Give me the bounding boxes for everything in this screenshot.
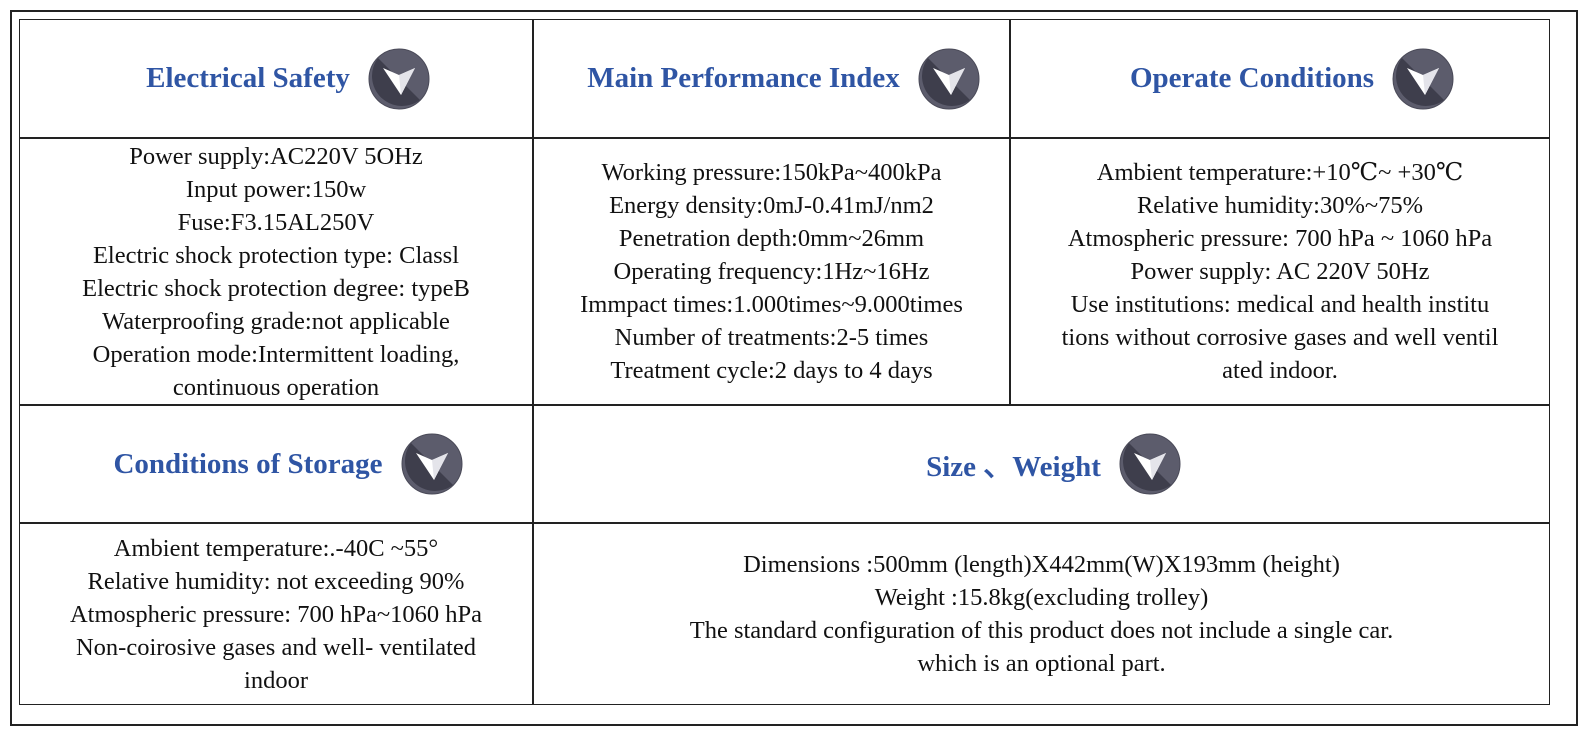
spec-line: Power supply:AC220V 5OHz [129,142,423,170]
spec-line: Waterproofing grade:not applicable [102,307,450,335]
section-header: Conditions of Storage [19,405,533,523]
spec-line: Ambient temperature:+10℃~ +30℃ [1096,159,1464,186]
section-title: Main Performance Index [587,62,900,94]
spec-line: Atmospheric pressure: 700 hPa~1060 hPa [69,600,482,628]
spec-line: Treatment cycle:2 days to 4 days [610,357,933,384]
section-header: Operate Conditions [1010,19,1550,138]
spec-line: Atmospheric pressure: 700 hPa ~ 1060 hPa [1067,225,1493,252]
section-title: Operate Conditions [1129,62,1375,94]
spec-line: Operation mode:Intermittent loading, [92,340,460,368]
spec-line: Penetration depth:0mm~26mm [618,225,925,252]
spec-line: Number of treatments:2-5 times [614,324,929,351]
spec-line: Operating frequency:1Hz~16Hz [613,258,930,285]
chevron-icon [1119,433,1181,495]
spec-line: Electric shock protection type: Classl [92,241,460,269]
outer-border [10,10,1578,726]
chevron-icon [368,48,430,109]
spec-line: Immpact times:1.000times~9.000times [580,291,963,318]
section-body: Power supply:AC220V 5OHz Input power:150w… [19,138,533,405]
spec-line: indoor [244,666,308,694]
spec-line: Input power:150w [185,175,367,203]
spec-line: Dimensions :500mm (length)X442mm(W)X193m… [743,551,1340,578]
spec-line: Weight :15.8kg(excluding trolley) [874,584,1209,611]
spec-line: which is an optional part. [917,650,1166,677]
spec-line: tions without corrosive gases and well v… [1061,324,1499,351]
chevron-icon [401,433,463,495]
spec-line: Power supply: AC 220V 50Hz [1130,258,1430,285]
spec-line: The standard configuration of this produ… [689,617,1394,644]
section-title: Conditions of Storage [113,447,383,480]
spec-line: Electric shock protection degree: typeB [82,274,470,302]
spec-line: Energy density:0mJ-0.41mJ/nm2 [609,192,934,219]
spec-line: Use institutions: medical and health ins… [1070,291,1490,318]
spec-line: Working pressure:150kPa~400kPa [601,159,942,186]
section-body: Working pressure:150kPa~400kPa Energy den… [533,138,1010,405]
spec-line: ated indoor. [1222,357,1338,384]
section-title: Electrical Safety [146,62,350,94]
chevron-icon [1392,48,1454,109]
chevron-icon [918,48,980,109]
spec-line: Ambient temperature:.-40C ~55° [113,534,439,562]
section-header: Main Performance Index [533,19,1010,138]
section-body: Ambient temperature:.-40C ~55° Relative h… [19,523,533,705]
spec-line: Relative humidity: not exceeding 90% [87,567,465,595]
section-header: Electrical Safety [19,19,533,138]
section-body: Ambient temperature:+10℃~ +30℃ Relative h… [1010,138,1550,405]
section-body: Dimensions :500mm (length)X442mm(W)X193m… [533,523,1550,705]
spec-line: Fuse:F3.15AL250V [177,208,375,236]
section-title: Size 、Weight [926,451,1101,483]
section-header: Size 、Weight [533,405,1550,523]
spec-line: continuous operation [172,373,380,401]
spec-line: Non-coirosive gases and well- ventilated [75,633,477,661]
spec-line: Relative humidity:30%~75% [1136,192,1424,219]
